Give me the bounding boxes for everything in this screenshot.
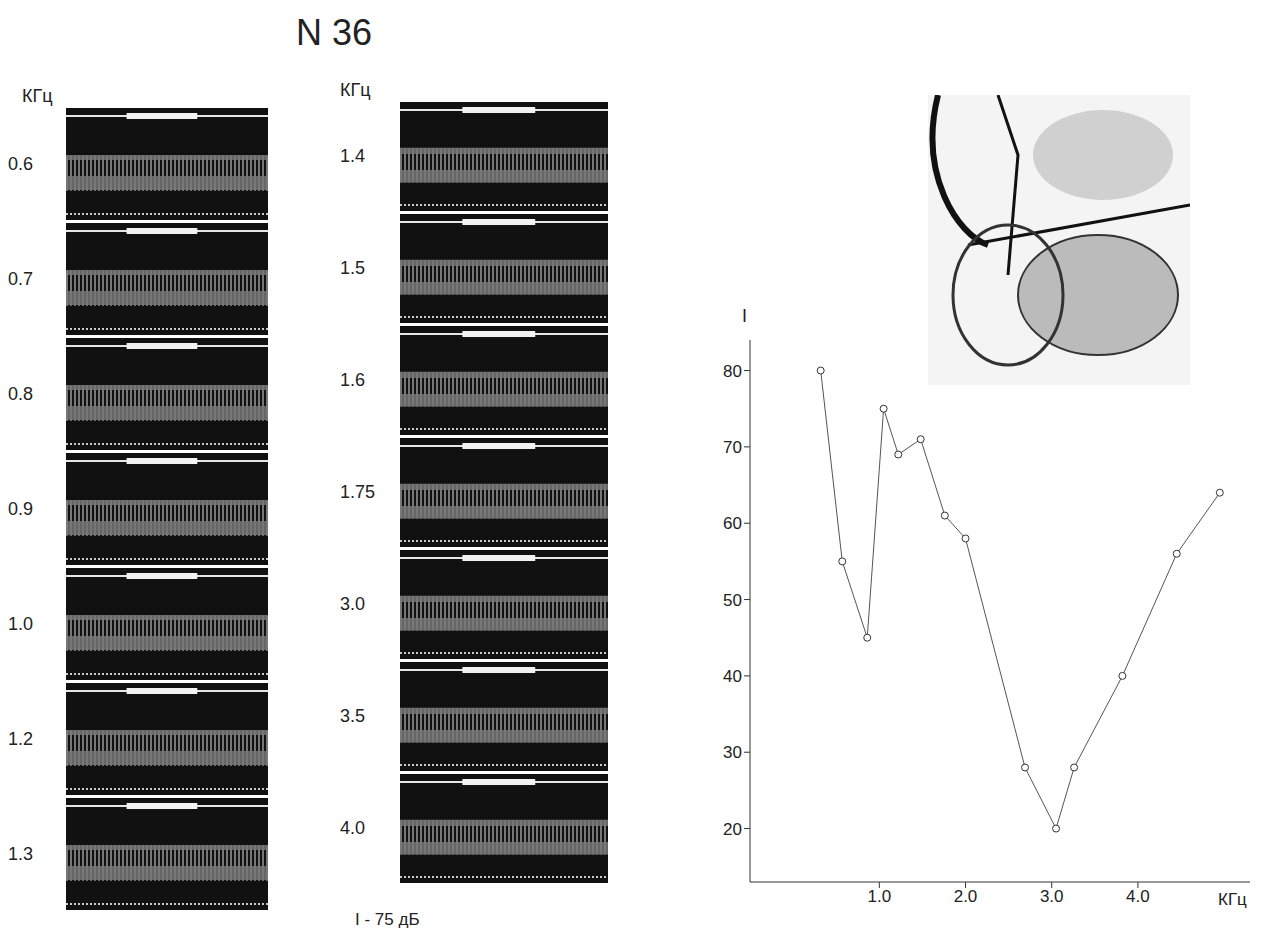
svg-text:1.0: 1.0 — [867, 887, 891, 906]
html-text:3.5: 3.5 — [340, 706, 365, 726]
svg-text:80: 80 — [723, 362, 742, 381]
html-text:N 36: N 36 — [296, 12, 372, 53]
html-text:КГц: КГц — [22, 86, 53, 106]
html-text:0.9: 0.9 — [8, 498, 33, 519]
svg-text:40: 40 — [723, 667, 742, 686]
svg-text:2.0: 2.0 — [954, 887, 978, 906]
html-text:0.7: 0.7 — [8, 268, 33, 289]
svg-text:20: 20 — [723, 820, 742, 839]
svg-text:4.0: 4.0 — [1126, 887, 1150, 906]
html-text:I - 75 дБ: I - 75 дБ — [355, 910, 420, 929]
html-text:КГц: КГц — [340, 80, 371, 100]
svg-text:3.0: 3.0 — [1040, 887, 1064, 906]
svg-text:70: 70 — [723, 438, 742, 457]
html-text:1.5: 1.5 — [340, 258, 365, 278]
svg-text:60: 60 — [723, 514, 742, 533]
html-text:1.2: 1.2 — [8, 728, 33, 749]
html-text:1.0: 1.0 — [8, 613, 33, 634]
html-text:1.6: 1.6 — [340, 370, 365, 390]
html-text:I: I — [742, 306, 747, 326]
html-text:1.75: 1.75 — [340, 482, 375, 502]
html-text:1.4: 1.4 — [340, 146, 365, 166]
html-text:КГц: КГц — [1218, 890, 1247, 909]
html-text:3.0: 3.0 — [340, 594, 365, 614]
svg-text:50: 50 — [723, 591, 742, 610]
html-text:4.0: 4.0 — [340, 818, 365, 838]
html-text:0.6: 0.6 — [8, 153, 33, 174]
html-text:1.3: 1.3 — [8, 843, 33, 864]
html-text:0.8: 0.8 — [8, 383, 33, 404]
svg-text:30: 30 — [723, 743, 742, 762]
